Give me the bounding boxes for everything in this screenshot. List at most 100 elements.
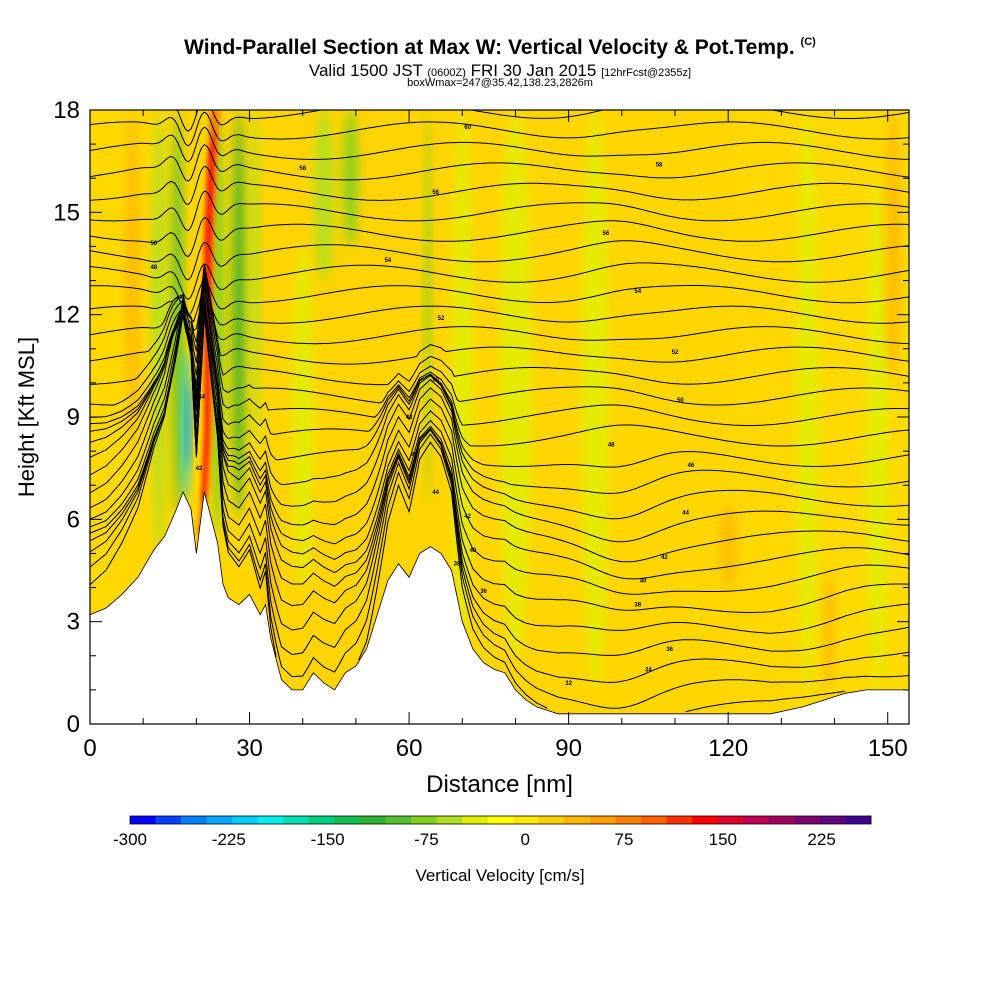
colorbar-tick-label: -150 — [311, 830, 345, 849]
colorbar-border — [129, 815, 872, 825]
theta-contour — [90, 144, 909, 182]
field-patch — [249, 110, 261, 452]
theta-contour — [90, 295, 909, 580]
x-tick-label: 150 — [868, 735, 908, 762]
theta-contour — [90, 274, 909, 563]
colorbar-swatch — [743, 816, 770, 824]
theta-contour — [90, 240, 909, 281]
theta-contour — [90, 165, 909, 206]
theta-contour — [90, 313, 909, 634]
contour-label: 50 — [677, 398, 684, 404]
field-patch — [232, 110, 246, 520]
field-patch — [720, 502, 737, 588]
valid-date: FRI 30 Jan 2015 — [470, 61, 597, 80]
terrain-mask — [89, 490, 910, 725]
y-tick-label: 18 — [53, 97, 80, 124]
colorbar-tick-label: 225 — [807, 830, 835, 849]
theta-contour — [90, 111, 909, 147]
colorbar-swatch — [385, 816, 412, 824]
colorbar-swatch — [717, 816, 744, 824]
y-tick-label: 12 — [53, 302, 80, 329]
theta-contour — [90, 276, 909, 543]
theta-contour — [90, 309, 909, 683]
colorbar-swatch — [845, 816, 872, 824]
colorbar-swatch — [666, 816, 693, 824]
theta-contour — [90, 265, 909, 345]
colorbar-tick-label: -75 — [414, 830, 439, 849]
theta-contour — [90, 266, 909, 386]
colorbar-swatch — [181, 816, 207, 824]
valid-zulu: (0600Z) — [427, 67, 466, 79]
valid-time: Valid 1500 JST — [308, 61, 423, 80]
colorbar-swatch — [589, 816, 616, 824]
theta-contour — [90, 305, 909, 709]
y-tick-label: 3 — [67, 609, 80, 636]
theta-contour — [90, 307, 909, 613]
chart-subtitle: Valid 1500 JST (0600Z) FRI 30 Jan 2015 [… — [0, 61, 1000, 81]
colorbar-swatch — [641, 816, 667, 824]
theta-contour — [90, 280, 909, 520]
colorbar-swatch — [308, 816, 335, 824]
contour-label: 58 — [656, 163, 663, 169]
theta-contour — [90, 286, 909, 468]
contour-label: 48 — [406, 415, 413, 421]
colorbar-swatch — [283, 816, 310, 824]
field-patch — [499, 110, 532, 656]
theta-contour — [90, 284, 909, 447]
box-max-line: boxWmax=247@35.42,138.23,2826m — [407, 77, 593, 89]
colorbar-swatch — [692, 816, 718, 824]
contour-label: 54 — [384, 258, 391, 264]
colorbar-swatch — [819, 816, 846, 824]
contour-label: 40 — [640, 579, 647, 585]
colorbar-tick-label: -225 — [212, 830, 246, 849]
colorbar-swatch — [257, 816, 284, 824]
contour-label: 42 — [661, 555, 668, 561]
x-tick-label: 60 — [396, 735, 423, 762]
contour-label: 48 — [150, 265, 157, 271]
contour-label: 36 — [666, 647, 673, 653]
contour-label: 56 — [603, 231, 610, 237]
colorbar-swatch — [334, 816, 361, 824]
colorbar: -300 -225 -150 -75 0 75 150 225 Vertical Velocit… — [113, 815, 872, 885]
y-tick-label: 9 — [67, 404, 80, 431]
colorbar-tick-label: -300 — [113, 830, 147, 849]
theta-contour — [90, 126, 909, 163]
contour-label: 42 — [196, 466, 203, 472]
colorbar-swatch — [232, 816, 259, 824]
contour-label: 56 — [432, 190, 439, 196]
contour-label: 38 — [634, 603, 641, 609]
theta-contour — [90, 190, 909, 232]
x-tick-label: 120 — [708, 735, 748, 762]
chart-title: Wind-Parallel Section at Max W: Vertical… — [0, 36, 1000, 60]
x-axis-label: Distance [nm] — [426, 771, 573, 798]
contour-label: 46 — [204, 309, 211, 315]
field-patch — [151, 110, 168, 554]
contour-label: 36 — [480, 589, 487, 595]
colorbar-swatch — [487, 816, 514, 824]
forecast-info: [12hrFcst@2355z] — [601, 67, 692, 79]
colorbar-swatch — [538, 816, 565, 824]
theta-contour — [90, 272, 909, 406]
theta-contour — [90, 313, 909, 656]
colorbar-swatch — [206, 816, 233, 824]
colorbar-swatch — [564, 816, 591, 824]
theta-contour — [90, 217, 909, 258]
colorbar-swatch — [411, 816, 437, 824]
contour-label: 48 — [608, 442, 615, 448]
y-axis-label: Height [Kft MSL] — [14, 337, 39, 497]
contour-labels: 50 48 46 44 42 58 56 60 54 52 50 48 46 44 42 40 38 36 58 56… — [150, 125, 694, 687]
terrain — [89, 490, 910, 725]
y-tick-label: 15 — [53, 199, 80, 226]
colorbar-swatch — [513, 816, 540, 824]
y-tick-label: 0 — [67, 711, 80, 738]
colorbar-swatch — [462, 816, 489, 824]
colorbar-swatch — [359, 816, 386, 824]
contour-label: 32 — [565, 681, 572, 687]
colorbar-tick-label: 150 — [709, 830, 737, 849]
colorbar-swatch — [130, 816, 156, 824]
contour-label: 58 — [299, 166, 306, 172]
field-patch — [186, 382, 191, 469]
field-patch — [581, 110, 609, 690]
theta-contour — [90, 262, 909, 301]
